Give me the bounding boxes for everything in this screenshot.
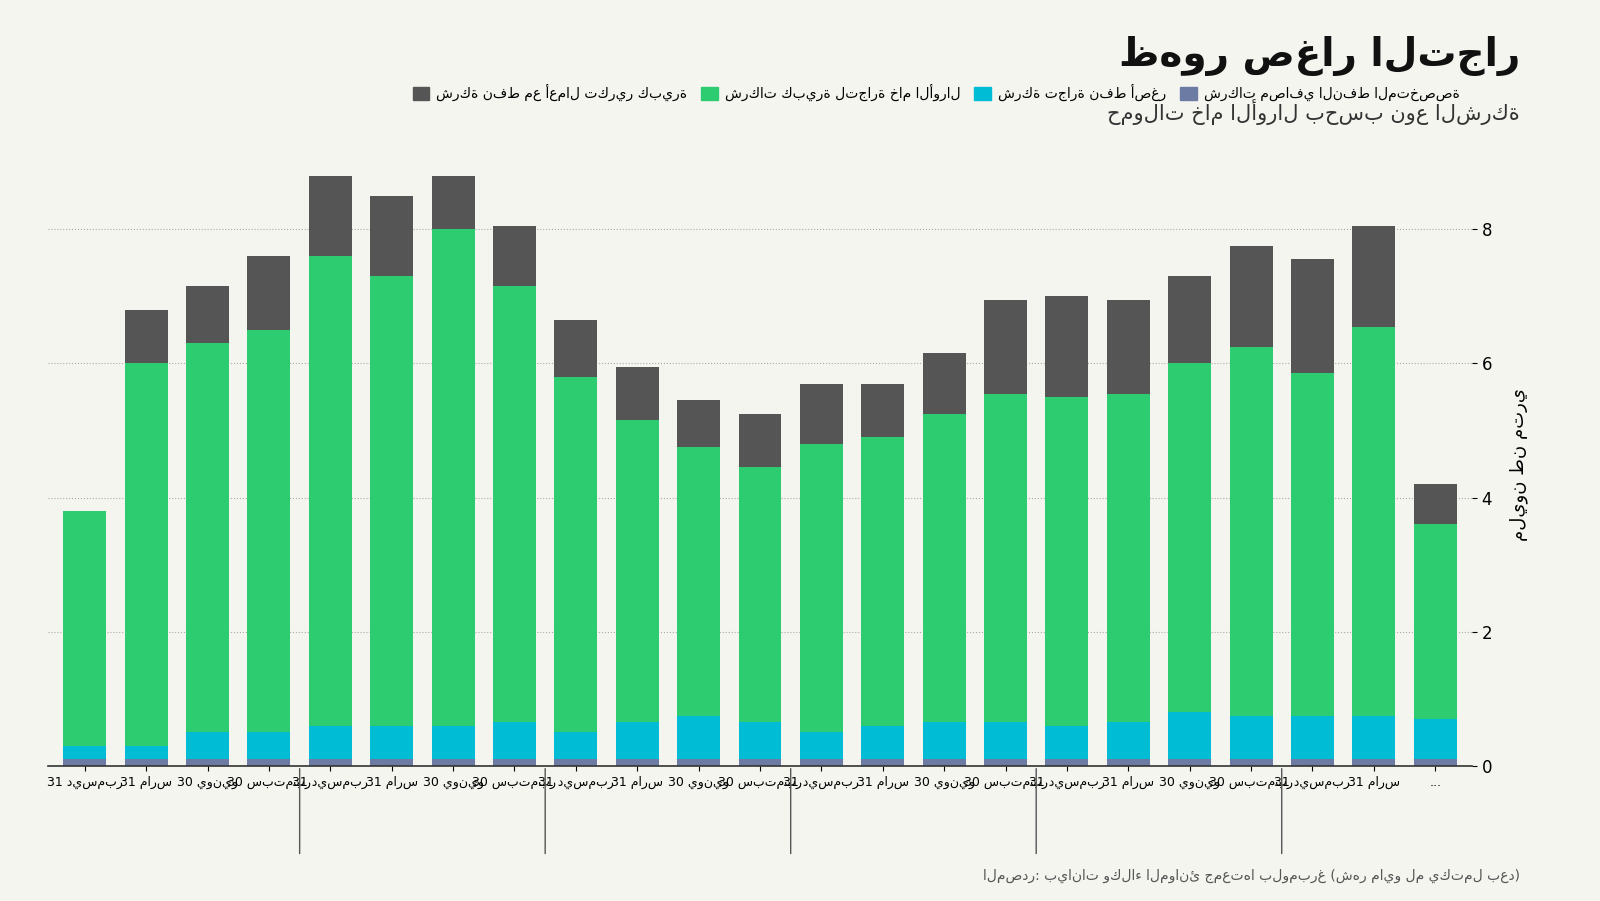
Bar: [1352, 760, 1395, 766]
Bar: [1414, 760, 1456, 766]
Bar: [125, 310, 168, 363]
Bar: [800, 384, 843, 444]
Bar: [125, 760, 168, 766]
Bar: [1352, 715, 1395, 760]
Bar: [64, 760, 106, 766]
Bar: [186, 760, 229, 766]
Bar: [1229, 246, 1272, 347]
Bar: [1107, 394, 1150, 723]
Text: المصدر: بيانات وكلاء الموانئ جمعتها بلومبرغ (شهر مايو لم يكتمل بعد): المصدر: بيانات وكلاء الموانئ جمعتها بلوم…: [982, 869, 1520, 883]
Bar: [861, 725, 904, 760]
Bar: [554, 320, 597, 377]
Bar: [800, 733, 843, 760]
Bar: [616, 760, 659, 766]
Bar: [186, 733, 229, 760]
Bar: [1229, 760, 1272, 766]
Bar: [370, 725, 413, 760]
Bar: [370, 196, 413, 277]
Bar: [677, 715, 720, 760]
Bar: [248, 760, 291, 766]
Bar: [984, 760, 1027, 766]
Bar: [616, 723, 659, 760]
Bar: [1107, 723, 1150, 760]
Bar: [1045, 296, 1088, 397]
Bar: [554, 760, 597, 766]
Bar: [1229, 347, 1272, 715]
Bar: [309, 256, 352, 725]
Text: ظهور صغار التجار: ظهور صغار التجار: [1118, 36, 1520, 76]
Bar: [1168, 712, 1211, 760]
Bar: [1045, 725, 1088, 760]
Bar: [739, 414, 781, 468]
Bar: [493, 723, 536, 760]
Bar: [677, 447, 720, 715]
Bar: [1352, 326, 1395, 715]
Bar: [432, 176, 475, 229]
Bar: [309, 176, 352, 256]
Bar: [984, 300, 1027, 394]
Bar: [616, 421, 659, 723]
Bar: [554, 733, 597, 760]
Bar: [1352, 226, 1395, 326]
Bar: [1168, 277, 1211, 363]
Bar: [1414, 719, 1456, 760]
Bar: [493, 287, 536, 723]
Bar: [923, 760, 966, 766]
Bar: [923, 353, 966, 414]
Bar: [739, 723, 781, 760]
Y-axis label: مليون طن متري: مليون طن متري: [1509, 387, 1528, 541]
Bar: [1291, 259, 1334, 374]
Bar: [861, 760, 904, 766]
Bar: [677, 760, 720, 766]
Bar: [186, 343, 229, 733]
Bar: [64, 746, 106, 760]
Bar: [493, 226, 536, 287]
Bar: [800, 444, 843, 733]
Bar: [309, 760, 352, 766]
Bar: [248, 733, 291, 760]
Bar: [1414, 524, 1456, 719]
Bar: [432, 229, 475, 725]
Bar: [1045, 397, 1088, 725]
Bar: [984, 394, 1027, 723]
Text: حمولات خام الأورال بحسب نوع الشركة: حمولات خام الأورال بحسب نوع الشركة: [1107, 99, 1520, 125]
Legend: شركة نفط مع أعمال تكرير كبيرة, شركات كبيرة لتجارة خام الأورال, شركة تجارة نفط أص: شركة نفط مع أعمال تكرير كبيرة, شركات كبي…: [406, 78, 1466, 107]
Bar: [309, 725, 352, 760]
Bar: [984, 723, 1027, 760]
Bar: [861, 437, 904, 725]
Bar: [739, 468, 781, 723]
Bar: [1168, 760, 1211, 766]
Bar: [1045, 760, 1088, 766]
Bar: [1414, 484, 1456, 524]
Bar: [186, 287, 229, 343]
Bar: [1168, 363, 1211, 712]
Bar: [432, 760, 475, 766]
Bar: [1229, 715, 1272, 760]
Bar: [739, 760, 781, 766]
Bar: [248, 330, 291, 733]
Bar: [125, 363, 168, 746]
Bar: [493, 760, 536, 766]
Bar: [1107, 760, 1150, 766]
Bar: [370, 277, 413, 725]
Bar: [677, 400, 720, 447]
Bar: [923, 723, 966, 760]
Bar: [923, 414, 966, 723]
Bar: [861, 384, 904, 437]
Bar: [616, 367, 659, 421]
Bar: [800, 760, 843, 766]
Bar: [554, 377, 597, 733]
Bar: [125, 746, 168, 760]
Bar: [1291, 715, 1334, 760]
Bar: [1291, 760, 1334, 766]
Bar: [370, 760, 413, 766]
Bar: [1107, 300, 1150, 394]
Bar: [432, 725, 475, 760]
Bar: [1291, 374, 1334, 715]
Bar: [248, 256, 291, 330]
Bar: [64, 511, 106, 746]
